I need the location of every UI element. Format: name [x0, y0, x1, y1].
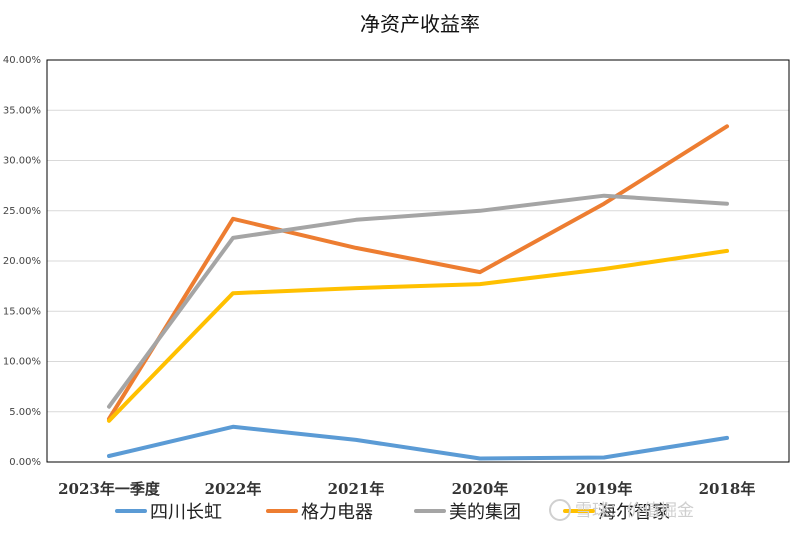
y-tick-label: 40.00%	[3, 55, 41, 66]
watermark-text: 雪球：价值掘金	[575, 501, 694, 521]
x-tick-label: 2018年	[699, 480, 756, 498]
y-tick-label: 5.00%	[9, 407, 41, 418]
series-line-1	[107, 424, 729, 461]
plot-area-border	[46, 59, 790, 463]
series-lines	[107, 124, 729, 461]
y-tick-label: 15.00%	[3, 306, 41, 317]
y-tick-label: 30.00%	[3, 156, 41, 167]
gridlines	[47, 109, 789, 413]
watermark: 雪球：价值掘金	[549, 499, 694, 521]
y-tick-label: 35.00%	[3, 105, 41, 116]
x-axis-ticks: 2023年一季度 2022年 2021年 2020年 2019年 2018年	[58, 480, 755, 498]
series-line-4	[107, 248, 729, 423]
legend: 四川长虹 格力电器 美的集团 海尔智家	[115, 502, 670, 523]
legend-label: 美的集团	[449, 502, 521, 523]
series-line-3	[107, 193, 729, 409]
y-tick-label: 0.00%	[9, 457, 41, 468]
x-tick-label: 2020年	[452, 480, 509, 498]
x-tick-label: 2022年	[205, 480, 262, 498]
y-tick-label: 10.00%	[3, 357, 41, 368]
legend-label: 海尔智家	[598, 502, 670, 523]
series-line-2	[107, 124, 729, 421]
snowball-logo-icon	[549, 499, 571, 521]
x-tick-label: 2023年一季度	[58, 480, 161, 498]
y-axis-ticks: 0.00% 5.00% 10.00% 15.00% 20.00% 25.00% 30.00%…	[3, 55, 41, 468]
x-tick-label: 2021年	[328, 480, 385, 498]
y-tick-label: 20.00%	[3, 256, 41, 267]
chart-title: 净资产收益率	[360, 12, 480, 36]
x-tick-label: 2019年	[576, 480, 633, 498]
legend-label: 四川长虹	[150, 502, 222, 523]
y-tick-label: 25.00%	[3, 206, 41, 217]
legend-label: 格力电器	[301, 502, 373, 523]
